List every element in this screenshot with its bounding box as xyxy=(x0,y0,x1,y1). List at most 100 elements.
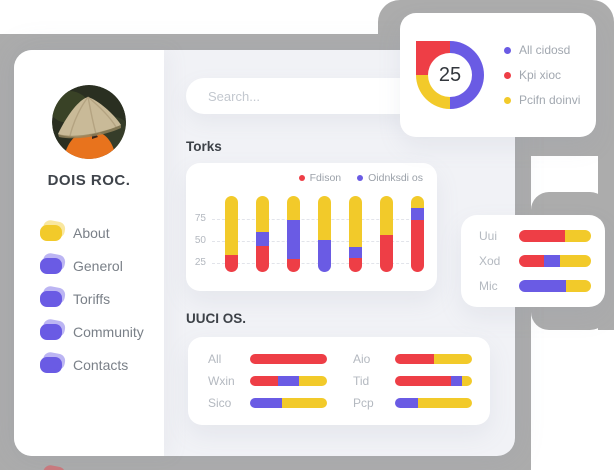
menu-item-blob-icon xyxy=(40,224,62,241)
menu-item-blob-icon xyxy=(40,323,62,340)
hbar-row: Pcp xyxy=(353,394,472,412)
uuci-chart-card: All Wxin Sico Aio Tid Pcp xyxy=(188,337,490,425)
bar-segment-yellow xyxy=(282,398,327,408)
legend-dot-icon xyxy=(504,46,511,54)
bar-segment-yellow xyxy=(410,196,424,209)
sidebar-menu-item[interactable]: Contacts xyxy=(40,348,164,381)
bar-segment-purple xyxy=(348,246,362,259)
bar-segment-red xyxy=(379,234,393,272)
hbar-row: Sico xyxy=(208,394,327,412)
hbar-stacked-bar xyxy=(519,255,591,267)
bar-segment-yellow xyxy=(286,196,300,220)
bar-segment-red xyxy=(250,354,327,364)
hbar-row: Xod xyxy=(479,254,591,268)
sidebar-footer-menu: Free Tools xyxy=(14,461,164,470)
bar-segment-red xyxy=(395,354,434,364)
hbar-stacked-bar xyxy=(250,354,327,364)
sidebar-menu-item[interactable]: Toriffs xyxy=(40,282,164,315)
hbar-row-label: Uui xyxy=(479,229,498,243)
legend-dot-icon xyxy=(298,175,305,181)
hbar-row: Wxin xyxy=(208,372,327,390)
bar-segment-red xyxy=(286,259,300,272)
legend-dot-icon xyxy=(504,71,511,79)
bar-segment-yellow xyxy=(224,196,238,256)
stacked-bar xyxy=(379,196,393,272)
uuci-section-title: UUCI OS. xyxy=(186,311,247,326)
stacked-bar xyxy=(224,196,238,272)
bar-segment-purple xyxy=(410,208,424,221)
hbar-row-label: Wxin xyxy=(208,374,235,388)
hbar-row-label: Aio xyxy=(353,352,371,366)
hbar-row-label: Pcp xyxy=(353,396,374,410)
hbar-stacked-bar xyxy=(250,376,327,386)
bar-segment-yellow xyxy=(317,196,331,241)
bar-segment-red xyxy=(395,376,452,386)
y-axis-tick-label: 50 xyxy=(194,235,206,246)
hbar-row: Uui xyxy=(479,229,591,243)
bar-segment-yellow xyxy=(418,398,472,408)
side-stats-card: Uui Xod Mic xyxy=(461,215,605,307)
sidebar-menu: About Generol Toriffs Community Contacts xyxy=(14,216,164,381)
torks-section-title: Torks xyxy=(186,139,222,154)
bar-segment-purple xyxy=(277,376,299,386)
hbar-row-label: Tid xyxy=(353,374,370,388)
bar-segment-yellow xyxy=(255,196,269,232)
legend-label: Fdison xyxy=(309,172,342,184)
bar-segment-red xyxy=(250,376,278,386)
bar-segment-purple xyxy=(451,376,462,386)
hbar-stacked-bar xyxy=(395,398,472,408)
legend-item: All cidosd xyxy=(504,43,580,57)
donut-legend: All cidosd Kpi xioc Pcifn doinvi xyxy=(504,43,580,107)
bar-segment-red xyxy=(348,258,362,272)
bar-segment-yellow xyxy=(565,280,591,292)
bar-segment-purple xyxy=(395,398,419,408)
menu-item-blob-icon xyxy=(40,356,62,373)
stacked-bar xyxy=(348,196,362,272)
stacked-bar xyxy=(255,196,269,272)
stacked-bar xyxy=(286,196,300,272)
donut-chart-card: 25 All cidosd Kpi xioc Pcifn doinvi xyxy=(400,13,596,137)
bar-segment-yellow xyxy=(379,196,393,235)
bar-segment-yellow xyxy=(560,255,591,267)
legend-label: Oidnksdi os xyxy=(368,172,423,184)
donut-center: 25 xyxy=(428,53,472,97)
hbar-row: Aio xyxy=(353,350,472,368)
legend-label: Kpi xioc xyxy=(519,68,562,82)
bar-segment-red xyxy=(519,255,545,267)
legend-item: Oidnksdi os xyxy=(357,172,423,184)
hbar-row: Tid xyxy=(353,372,472,390)
hbar-stacked-bar xyxy=(250,398,327,408)
legend-item: Kpi xioc xyxy=(504,68,580,82)
sidebar-menu-item[interactable]: Community xyxy=(40,315,164,348)
bar-segment-purple xyxy=(286,219,300,260)
bar-segment-purple xyxy=(250,398,283,408)
y-axis-tick-label: 25 xyxy=(194,257,206,268)
bar-segment-red xyxy=(410,220,424,272)
menu-item-blob-icon xyxy=(40,257,62,274)
sidebar-menu-item[interactable]: About xyxy=(40,216,164,249)
menu-item-label: Community xyxy=(73,323,144,340)
legend-dot-icon xyxy=(357,175,364,181)
hbar-stacked-bar xyxy=(395,376,472,386)
menu-item-blob-icon xyxy=(40,290,62,307)
bar-segment-red xyxy=(255,246,269,272)
sidebar-menu-item[interactable]: Free Tools xyxy=(40,461,164,470)
hbar-stacked-bar xyxy=(395,354,472,364)
menu-item-label: Toriffs xyxy=(73,290,111,307)
legend-dot-icon xyxy=(504,96,511,104)
sidebar-menu-item[interactable]: Generol xyxy=(40,249,164,282)
hbar-row-label: All xyxy=(208,352,222,366)
bar-segment-yellow xyxy=(433,354,472,364)
hbar-stacked-bar xyxy=(519,230,591,242)
torks-legend: Fdison Oidnksdi os xyxy=(298,172,423,184)
stacked-bar xyxy=(317,196,331,272)
avatar-illustration xyxy=(52,85,126,159)
bar-segment-yellow xyxy=(461,376,472,386)
bar-segment-red xyxy=(224,255,238,272)
hbar-row: All xyxy=(208,350,327,368)
avatar[interactable] xyxy=(52,85,126,159)
bar-segment-purple xyxy=(317,240,331,272)
hbar-row: Mic xyxy=(479,279,591,293)
y-axis-tick-label: 75 xyxy=(194,213,206,224)
